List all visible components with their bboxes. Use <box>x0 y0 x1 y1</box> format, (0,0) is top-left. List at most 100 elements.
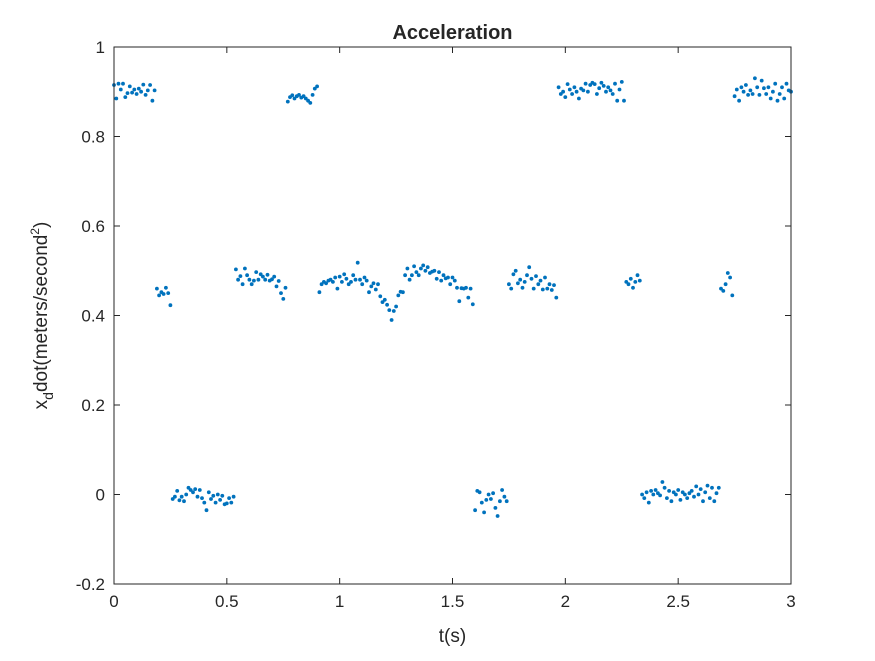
data-point <box>762 86 766 91</box>
data-point <box>382 297 387 302</box>
data-point <box>378 294 383 299</box>
y-axis-label-suffix: ) <box>31 222 52 228</box>
data-point <box>369 284 374 289</box>
data-point <box>549 288 554 292</box>
axes-box <box>113 46 792 585</box>
data-point <box>637 278 642 283</box>
data-point <box>439 278 444 283</box>
data-point <box>367 290 371 295</box>
data-point <box>552 283 556 287</box>
data-point <box>466 295 471 300</box>
data-point <box>780 85 784 90</box>
data-point <box>732 94 737 99</box>
data-point <box>631 285 635 290</box>
data-point <box>441 273 446 278</box>
y-tick-label: 0.2 <box>81 396 105 415</box>
data-point <box>245 273 250 278</box>
data-point <box>642 496 647 500</box>
data-point <box>285 99 290 104</box>
data-point <box>651 492 656 497</box>
data-point <box>660 480 665 484</box>
data-point <box>195 494 200 499</box>
data-point <box>254 270 259 274</box>
data-point <box>468 286 473 291</box>
data-point <box>148 83 153 87</box>
data-point <box>746 93 750 97</box>
data-point <box>238 274 243 278</box>
data-point <box>234 267 238 272</box>
data-point <box>547 282 552 287</box>
data-point <box>425 265 430 270</box>
data-point <box>213 500 218 505</box>
data-point <box>139 89 144 94</box>
data-point <box>577 96 581 101</box>
data-point <box>626 282 631 287</box>
data-point <box>755 85 760 90</box>
data-point <box>283 285 288 290</box>
data-point <box>173 494 177 499</box>
data-point <box>739 85 744 90</box>
data-point <box>437 270 441 274</box>
data-point <box>595 92 599 96</box>
data-point <box>114 96 119 101</box>
data-point <box>218 498 223 502</box>
data-point <box>177 498 182 503</box>
data-point <box>782 96 787 101</box>
data-point <box>410 273 414 278</box>
data-point <box>777 92 782 96</box>
data-point <box>373 287 378 292</box>
y-tick-label: 0.4 <box>81 307 105 326</box>
data-point <box>572 85 577 90</box>
data-point <box>694 484 699 489</box>
data-point <box>401 290 405 295</box>
data-point <box>753 76 757 81</box>
data-point <box>200 496 204 500</box>
data-point <box>360 282 365 287</box>
data-point <box>599 80 604 85</box>
data-point <box>633 280 638 284</box>
data-point <box>152 88 157 93</box>
data-point <box>227 496 232 500</box>
data-point <box>676 488 681 492</box>
y-axis-label-main: dot(meters/second <box>31 235 52 392</box>
data-point <box>610 92 615 96</box>
data-point <box>473 508 477 513</box>
x-tick-label: 1.5 <box>441 592 465 611</box>
data-point <box>121 81 125 86</box>
x-tick-label: 0.5 <box>215 592 239 611</box>
data-point <box>529 276 534 281</box>
data-point <box>649 489 653 493</box>
data-point <box>168 303 173 308</box>
data-point <box>407 277 412 282</box>
data-point <box>554 295 559 300</box>
data-point <box>457 299 462 304</box>
data-point <box>489 497 493 501</box>
data-point <box>628 276 633 281</box>
data-point <box>507 282 511 287</box>
data-point <box>132 87 137 92</box>
data-point <box>757 93 762 97</box>
data-point <box>179 494 184 499</box>
data-point <box>157 293 162 298</box>
data-point <box>191 490 195 495</box>
data-point <box>601 84 606 88</box>
data-point <box>613 81 617 86</box>
data-point <box>531 286 536 291</box>
data-point <box>646 500 651 505</box>
data-point <box>574 89 579 94</box>
data-point <box>145 88 150 93</box>
data-point <box>448 282 453 287</box>
data-point <box>771 89 775 94</box>
data-point <box>768 96 773 101</box>
data-point <box>130 90 135 95</box>
data-point <box>470 302 475 307</box>
data-point <box>784 81 789 86</box>
data-point <box>667 489 671 493</box>
data-point <box>184 492 189 497</box>
data-point <box>482 510 486 515</box>
data-point <box>486 492 491 497</box>
data-point <box>617 87 622 92</box>
data-point <box>728 275 732 280</box>
